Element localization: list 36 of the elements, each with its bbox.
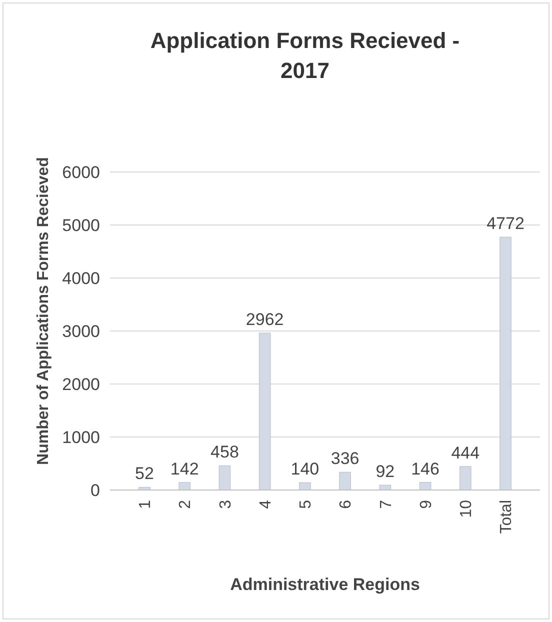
y-tick-label: 1000 bbox=[62, 428, 100, 447]
x-tick-label: 3 bbox=[217, 500, 234, 509]
x-tick-label: 5 bbox=[298, 500, 315, 509]
x-tick-label: 4 bbox=[257, 500, 274, 509]
data-label: 140 bbox=[290, 460, 320, 479]
y-tick-label: 6000 bbox=[62, 162, 100, 182]
data-label: 92 bbox=[376, 462, 395, 482]
x-tick-label: 2 bbox=[177, 500, 194, 509]
data-label: 142 bbox=[170, 459, 199, 478]
bar bbox=[258, 332, 271, 490]
data-label: 458 bbox=[210, 442, 239, 462]
data-label: 52 bbox=[135, 464, 154, 484]
data-label: 4772 bbox=[486, 214, 524, 234]
bar bbox=[459, 466, 472, 490]
y-tick-label: 2000 bbox=[62, 374, 100, 394]
bar bbox=[339, 472, 351, 490]
y-tick-label: 4000 bbox=[62, 268, 100, 288]
y-axis-title: Number of Applications Forms Recieved bbox=[35, 157, 52, 465]
y-tick-label: 0 bbox=[90, 480, 100, 500]
x-tick-label: 7 bbox=[378, 500, 395, 509]
bar bbox=[218, 465, 231, 490]
x-tick-label: 9 bbox=[418, 500, 435, 509]
data-label: 444 bbox=[451, 443, 480, 462]
data-label: 146 bbox=[411, 459, 440, 478]
y-tick-label: 5000 bbox=[62, 216, 100, 235]
x-tick-label: Total bbox=[498, 500, 516, 534]
x-axis-title: Administrative Regions bbox=[230, 575, 420, 594]
x-tick-label: 6 bbox=[338, 500, 355, 509]
bar bbox=[500, 236, 512, 490]
data-label: 2962 bbox=[246, 310, 284, 330]
data-label: 336 bbox=[330, 449, 360, 468]
x-tick-label: 10 bbox=[458, 500, 475, 518]
y-tick-label: 3000 bbox=[62, 322, 100, 341]
chart-title: Application Forms Recieved - 2017 bbox=[150, 28, 460, 83]
bar bbox=[178, 482, 191, 490]
x-tick-label: 1 bbox=[137, 500, 154, 509]
